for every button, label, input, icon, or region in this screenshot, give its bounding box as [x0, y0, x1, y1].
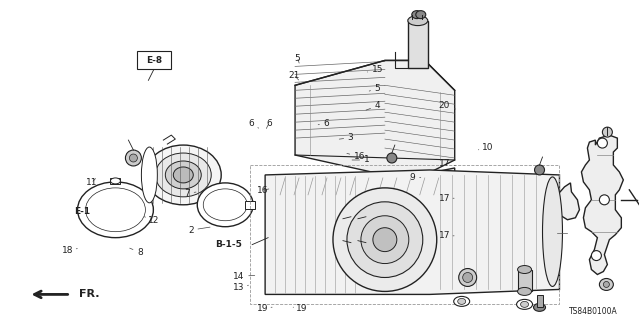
Ellipse shape — [156, 153, 211, 197]
Ellipse shape — [347, 202, 423, 277]
Ellipse shape — [333, 188, 436, 292]
Ellipse shape — [600, 195, 609, 205]
Ellipse shape — [543, 177, 563, 286]
Polygon shape — [581, 135, 623, 275]
Bar — [536, 295, 543, 307]
Ellipse shape — [165, 161, 201, 189]
Bar — [245, 201, 255, 209]
Text: 17: 17 — [439, 194, 454, 203]
Text: 5: 5 — [369, 84, 380, 93]
FancyBboxPatch shape — [138, 52, 172, 69]
Text: 11: 11 — [86, 178, 98, 187]
Ellipse shape — [197, 183, 253, 227]
Ellipse shape — [458, 298, 466, 304]
Text: 21: 21 — [289, 71, 300, 80]
Ellipse shape — [534, 165, 545, 175]
Text: B-1-5: B-1-5 — [215, 240, 242, 249]
Ellipse shape — [518, 287, 532, 295]
Ellipse shape — [597, 138, 607, 148]
Bar — [111, 178, 120, 184]
Ellipse shape — [361, 216, 409, 264]
Ellipse shape — [129, 154, 138, 162]
Text: 2: 2 — [188, 226, 210, 235]
Text: 7: 7 — [184, 189, 196, 198]
Bar — [408, 20, 428, 68]
Polygon shape — [265, 170, 559, 294]
Text: 6: 6 — [248, 119, 259, 128]
Ellipse shape — [518, 266, 532, 274]
Ellipse shape — [600, 278, 613, 291]
Text: 18: 18 — [62, 246, 77, 255]
Text: 19: 19 — [293, 304, 308, 313]
Ellipse shape — [416, 11, 426, 19]
Text: 15: 15 — [367, 65, 383, 74]
Text: 1: 1 — [352, 156, 369, 164]
Ellipse shape — [534, 303, 545, 311]
Ellipse shape — [145, 145, 221, 205]
Text: 13: 13 — [233, 283, 248, 292]
Ellipse shape — [408, 16, 428, 26]
Polygon shape — [556, 183, 579, 220]
Text: 16: 16 — [347, 152, 365, 161]
Ellipse shape — [602, 127, 612, 137]
Text: 3: 3 — [339, 133, 353, 142]
Ellipse shape — [141, 147, 157, 203]
Text: 4: 4 — [366, 101, 380, 110]
Ellipse shape — [459, 268, 477, 286]
Ellipse shape — [604, 282, 609, 287]
Text: 9: 9 — [410, 173, 420, 182]
Text: 20: 20 — [439, 101, 456, 110]
Text: 16: 16 — [257, 186, 269, 195]
Ellipse shape — [454, 296, 470, 306]
Ellipse shape — [412, 11, 422, 19]
Text: 14: 14 — [233, 272, 255, 281]
Ellipse shape — [373, 228, 397, 252]
Polygon shape — [295, 60, 454, 175]
Ellipse shape — [463, 273, 473, 283]
Ellipse shape — [387, 153, 397, 163]
Text: 19: 19 — [257, 304, 272, 313]
Text: E-1: E-1 — [74, 207, 91, 216]
Text: 12: 12 — [145, 216, 159, 225]
Text: 6: 6 — [318, 119, 329, 128]
Text: 5: 5 — [295, 53, 301, 63]
Text: E-8: E-8 — [147, 56, 163, 65]
Ellipse shape — [520, 301, 529, 307]
Ellipse shape — [125, 150, 141, 166]
Text: 8: 8 — [130, 248, 143, 257]
Text: TS84B0100A: TS84B0100A — [568, 307, 618, 316]
Ellipse shape — [591, 251, 602, 260]
Bar — [250, 165, 559, 304]
Bar — [518, 269, 532, 292]
Text: 17: 17 — [439, 231, 454, 240]
Text: 10: 10 — [478, 143, 493, 152]
Polygon shape — [276, 168, 454, 200]
Ellipse shape — [516, 300, 532, 309]
Ellipse shape — [173, 167, 193, 183]
Ellipse shape — [111, 178, 120, 184]
Text: 6: 6 — [266, 119, 272, 129]
Text: 17: 17 — [439, 159, 456, 168]
Text: FR.: FR. — [79, 289, 99, 300]
